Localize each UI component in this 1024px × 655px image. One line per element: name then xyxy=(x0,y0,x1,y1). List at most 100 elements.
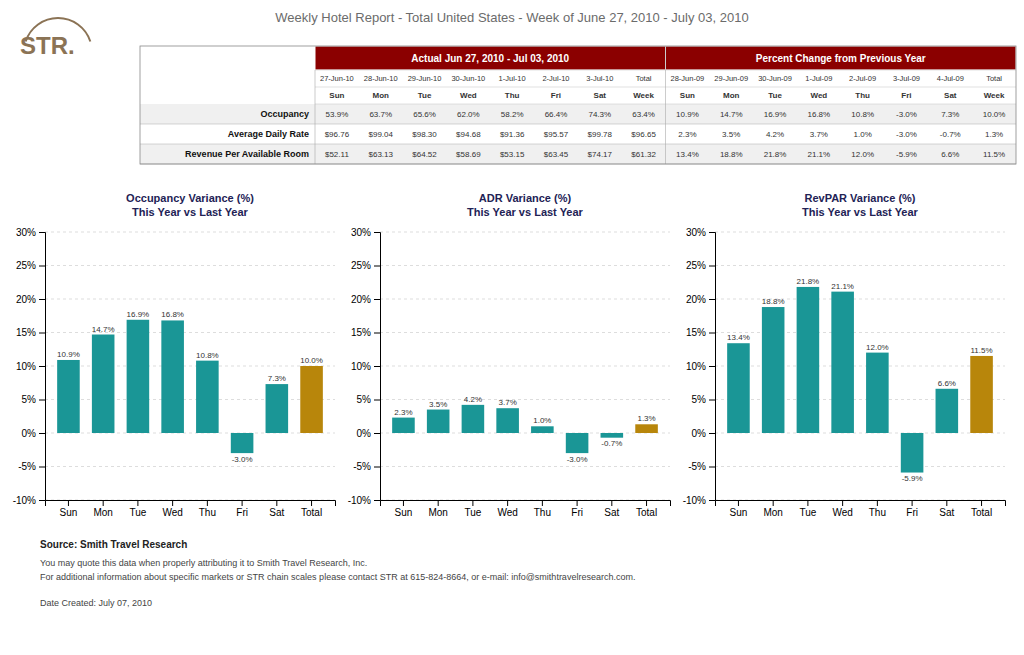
table-header: Actual Jun 27, 2010 - Jul 03, 2010 xyxy=(411,53,569,64)
x-tick: Wed xyxy=(162,500,182,518)
y-axis: -10%-5%0%5%10%15%20%25%30% xyxy=(13,227,46,506)
y-tick-label: -10% xyxy=(683,495,706,506)
table-date: 2-Jul-10 xyxy=(542,74,569,83)
table-cell: 1.3% xyxy=(985,130,1003,139)
x-tick-label: Mon xyxy=(763,507,782,518)
table-cell: 11.5% xyxy=(983,150,1005,159)
x-tick-mark xyxy=(276,500,277,506)
table-cell: 13.4% xyxy=(676,150,699,159)
bar xyxy=(196,361,219,433)
table-row-bg xyxy=(140,144,1016,164)
x-tick-label: Sun xyxy=(395,507,413,518)
source: Source: Smith Travel Research xyxy=(40,539,187,550)
note: You may quote this data when properly at… xyxy=(40,558,367,568)
y-tick-mark xyxy=(709,500,715,501)
table-day: Sat xyxy=(594,91,607,100)
y-tick-mark xyxy=(374,433,380,434)
x-tick-label: Tue xyxy=(464,507,481,518)
bar xyxy=(462,405,485,433)
table-day: Sat xyxy=(944,91,957,100)
logo-text: STR. xyxy=(20,32,75,59)
y-tick-label: 30% xyxy=(351,227,371,238)
note: For additional information about specifi… xyxy=(40,572,635,582)
y-tick: 20% xyxy=(351,294,380,305)
footer: Source: Smith Travel Research You may quo… xyxy=(40,539,635,608)
chart: RevPAR Variance (%)This Year vs Last Yea… xyxy=(683,192,1006,518)
table-day: Sun xyxy=(329,91,344,100)
grid-line xyxy=(45,399,335,400)
x-tick-mark xyxy=(946,500,947,506)
table-cell: 63.4% xyxy=(632,110,655,119)
bar xyxy=(866,353,889,433)
y-tick-mark xyxy=(39,232,45,233)
table-cell: 16.8% xyxy=(808,110,831,119)
x-tick: Wed xyxy=(497,500,517,518)
bar xyxy=(797,287,820,433)
x-tick-mark xyxy=(912,500,913,506)
table: Actual Jun 27, 2010 - Jul 03, 201027-Jun… xyxy=(140,46,1016,164)
data-label: -3.0% xyxy=(567,455,588,464)
chart-title: RevPAR Variance (%)This Year vs Last Yea… xyxy=(802,192,919,218)
y-tick: 10% xyxy=(686,361,715,372)
y-tick-mark xyxy=(709,366,715,367)
grid-line xyxy=(715,299,1005,300)
x-tick-mark xyxy=(981,500,982,506)
y-tick-mark xyxy=(374,232,380,233)
bar xyxy=(427,410,450,433)
y-tick-mark xyxy=(39,433,45,434)
data-label: 1.3% xyxy=(637,414,655,423)
data-label: 21.1% xyxy=(831,282,854,291)
table-cell: 58.2% xyxy=(501,110,524,119)
chart-title-line: RevPAR Variance (%) xyxy=(804,192,915,204)
table-cell: -3.0% xyxy=(896,130,917,139)
x-tick-label: Mon xyxy=(428,507,447,518)
x-tick-label: Thu xyxy=(869,507,886,518)
table-cell: $98.30 xyxy=(412,130,437,139)
grid-line xyxy=(45,433,335,434)
y-tick-mark xyxy=(709,333,715,334)
y-axis-line xyxy=(709,233,716,501)
bar xyxy=(831,292,854,433)
table-date: 28-Jun-10 xyxy=(364,74,398,83)
x-tick-mark xyxy=(103,500,104,506)
grid-line xyxy=(715,433,1005,434)
y-tick-mark xyxy=(39,400,45,401)
grid-line xyxy=(45,299,335,300)
y-tick-label: 20% xyxy=(686,294,706,305)
table-day: Wed xyxy=(810,91,827,100)
x-axis-line xyxy=(716,501,1006,507)
x-tick: Total xyxy=(301,500,322,518)
table-date: 28-Jun-09 xyxy=(671,74,705,83)
table-cell: -0.7% xyxy=(940,130,961,139)
y-tick-label: 25% xyxy=(16,260,36,271)
y-tick-label: 10% xyxy=(351,361,371,372)
table-cell: $99.04 xyxy=(368,130,393,139)
grid-line xyxy=(715,366,1005,367)
data-label: 10.0% xyxy=(300,356,323,365)
data-labels: 13.4%18.8%21.8%21.1%12.0%-5.9%6.6%11.5% xyxy=(727,277,993,483)
table-date: 1-Jul-09 xyxy=(805,74,832,83)
table-cell: $53.15 xyxy=(500,150,525,159)
table-cell: 3.7% xyxy=(810,130,828,139)
y-tick-label: 0% xyxy=(357,428,372,439)
y-tick-mark xyxy=(374,500,380,501)
grid-line xyxy=(715,265,1005,266)
x-tick-label: Tue xyxy=(129,507,146,518)
bars xyxy=(57,320,323,453)
y-tick: -10% xyxy=(13,495,45,506)
table-date: 1-Jul-10 xyxy=(499,74,526,83)
grid-line xyxy=(715,232,1005,233)
x-axis: SunMonTueWedThuFriSatTotal xyxy=(716,500,1006,518)
data-labels: 10.9%14.7%16.9%16.8%10.8%-3.0%7.3%10.0% xyxy=(57,310,323,464)
table-date: Total xyxy=(636,74,652,83)
y-tick-label: 25% xyxy=(686,260,706,271)
table-date: 3-Jul-10 xyxy=(586,74,613,83)
bar xyxy=(127,320,150,433)
bar xyxy=(601,433,624,438)
table-cell: $95.57 xyxy=(544,130,569,139)
y-tick-mark xyxy=(709,232,715,233)
y-tick-mark xyxy=(39,299,45,300)
table-cell: 66.4% xyxy=(545,110,568,119)
bar xyxy=(635,424,658,433)
x-tick: Sun xyxy=(60,500,78,518)
